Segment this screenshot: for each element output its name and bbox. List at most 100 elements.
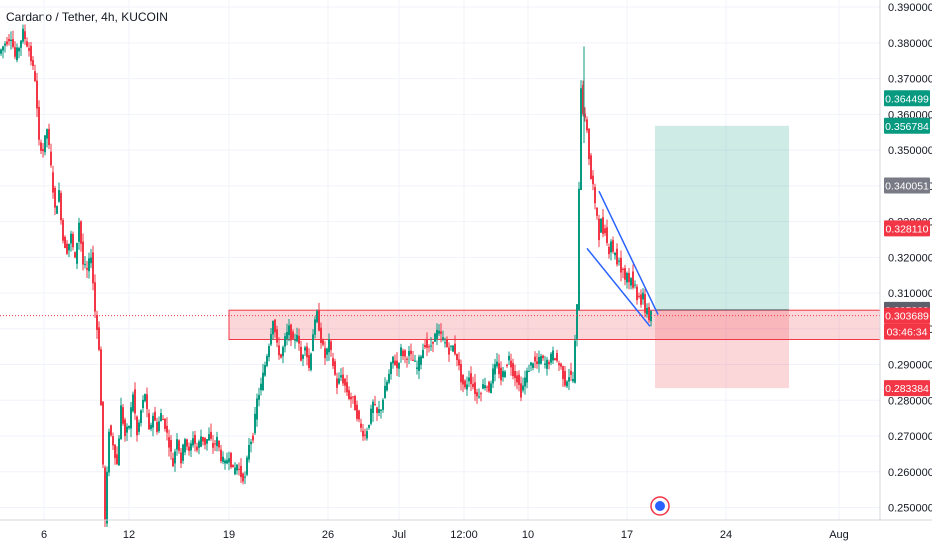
overlays [0, 190, 880, 516]
candle-body [468, 377, 470, 382]
candle-body [150, 424, 152, 429]
candle-body [532, 363, 534, 368]
candle-body [112, 436, 114, 446]
price-badge-label: 0.340051 [885, 180, 929, 192]
candle-body [284, 336, 286, 347]
y-tick-label: 0.370000 [888, 74, 932, 86]
candle-body [232, 464, 234, 468]
candle-body [606, 227, 608, 243]
candle-body [2, 46, 4, 51]
price-badge: 0.303689 [884, 307, 930, 324]
candle-body [146, 394, 148, 410]
candle-body [470, 373, 472, 385]
candle-body [334, 361, 336, 375]
candle-body [108, 431, 110, 473]
candle-body [60, 193, 62, 221]
candle-body [204, 437, 206, 445]
candle-body [382, 399, 384, 410]
candle-body [266, 356, 268, 366]
candle-body [502, 371, 504, 378]
x-tick-label: 17 [621, 529, 633, 541]
candle-body [476, 392, 478, 397]
candle-body [604, 228, 606, 234]
candle-body [296, 334, 298, 342]
candle-body [166, 425, 168, 433]
candle-body [578, 188, 580, 311]
candle-body [484, 385, 486, 389]
candle-body [114, 444, 116, 459]
candle-body [414, 360, 416, 362]
x-axis: 6 12 19 26 Jul 12:00 10 17 24 Aug [0, 519, 932, 541]
price-badge-label: 0.283384 [885, 383, 929, 395]
candle-body [348, 390, 350, 399]
candle-body [184, 439, 186, 453]
candle-body [430, 345, 432, 347]
candle-body [448, 347, 450, 355]
candle-body [374, 404, 376, 406]
candle-body [522, 385, 524, 391]
candle-body [378, 409, 380, 413]
candle-body [132, 394, 134, 412]
candle-body [40, 142, 42, 151]
candle-body [642, 292, 644, 300]
candle-body [402, 350, 404, 357]
candle-body [418, 356, 420, 371]
x-tick-label: Aug [829, 529, 849, 541]
x-tick-label: 12:00 [450, 529, 478, 541]
candle-body [80, 221, 82, 244]
candle-body [216, 436, 218, 447]
candle-body [408, 350, 410, 356]
candle-body [330, 341, 332, 350]
candle-body [8, 38, 10, 42]
candle-body [16, 47, 18, 61]
candle-body [580, 88, 582, 191]
x-tick-label: 24 [720, 529, 732, 541]
loss-zone [655, 309, 789, 389]
candle-body [304, 347, 306, 351]
candle-body [122, 407, 124, 424]
candle-body [500, 367, 502, 381]
candle-body [438, 330, 440, 334]
candle-body [182, 444, 184, 461]
candle-body [152, 415, 154, 428]
candle-body [214, 443, 216, 445]
candle-body [596, 207, 598, 216]
candle-body [466, 384, 468, 390]
candle-body [30, 45, 32, 62]
candle-body [164, 418, 166, 429]
candle-body [96, 314, 98, 330]
candle-body [196, 446, 198, 451]
candle-body [386, 382, 388, 391]
candle-body [6, 41, 8, 45]
candle-body [442, 337, 444, 340]
candle-body [200, 436, 202, 447]
candle-body [280, 354, 282, 358]
candle-body [514, 370, 516, 379]
candle-body [636, 286, 638, 300]
candle-body [208, 434, 210, 441]
candle-body [572, 378, 574, 382]
candle-body [74, 252, 76, 258]
price-badge: 0.364499 [884, 90, 930, 107]
candle-body [506, 364, 508, 367]
candle-body [252, 435, 254, 441]
y-tick-label: 0.380000 [888, 38, 932, 50]
candle-body [332, 358, 334, 366]
candle-body [168, 437, 170, 448]
candle-body [492, 368, 494, 384]
candle-body [564, 371, 566, 386]
candle-body [460, 363, 462, 383]
price-badge-label: 03:46:34 [887, 327, 928, 339]
candle-body [650, 311, 652, 322]
candle-body [410, 350, 412, 354]
x-tick-label: 10 [522, 529, 534, 541]
candle-body [452, 345, 454, 352]
candle-body [116, 454, 118, 465]
candle-body [224, 460, 226, 464]
candle-body [94, 282, 96, 312]
candle-body [536, 361, 538, 364]
candle-body [300, 346, 302, 361]
candle-body [104, 467, 106, 521]
candle-body [246, 457, 248, 475]
